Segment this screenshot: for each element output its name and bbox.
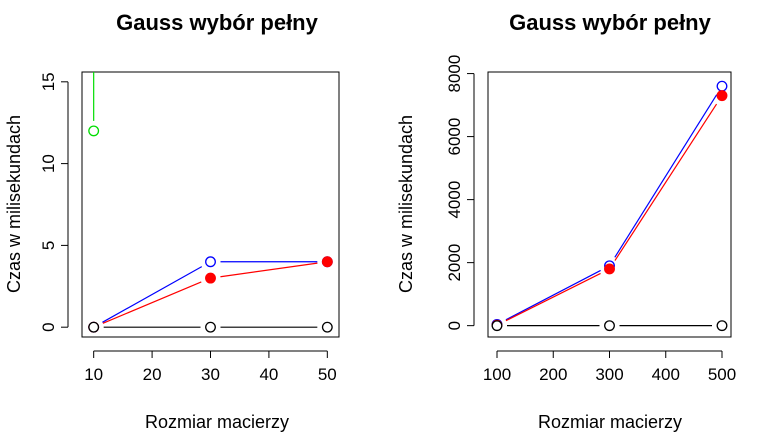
- series-line: [102, 266, 203, 323]
- chart-panel-right: Gauss wybór pełny Rozmiar macierzy Czas …: [396, 10, 736, 432]
- series-line: [614, 103, 718, 261]
- x-tick-label: 20: [143, 365, 162, 384]
- data-point: [205, 321, 216, 333]
- data-point: [716, 320, 728, 332]
- y-tick-label: 0: [39, 322, 58, 331]
- y-tick-label: 8000: [445, 55, 464, 93]
- x-tick-label: 50: [318, 365, 337, 384]
- x-tick-label: 10: [84, 365, 103, 384]
- data-point: [604, 320, 615, 332]
- series-line: [102, 281, 202, 324]
- x-tick-label: 100: [483, 365, 511, 384]
- y-tick-label: 2000: [445, 244, 464, 282]
- x-tick-label: 200: [539, 365, 567, 384]
- data-point: [716, 90, 728, 102]
- chart-marks: 100 200 300 400 500 0 2000 4000 6000 8000: [445, 55, 736, 384]
- y-tick-label: 5: [39, 241, 58, 250]
- data-point: [716, 80, 728, 92]
- y-tick-label: 15: [39, 72, 58, 91]
- series-line: [614, 94, 718, 258]
- y-axis-label: Czas w milisekundach: [396, 115, 416, 293]
- x-axis-label: Rozmiar macierzy: [538, 412, 682, 432]
- chart-title: Gauss wybór pełny: [509, 10, 711, 35]
- data-point: [88, 125, 100, 137]
- x-tick-label: 300: [595, 365, 623, 384]
- y-tick-label: 0: [445, 321, 464, 330]
- chart-marks: 10 20 30 40 50 0 5 10 15: [39, 72, 337, 384]
- x-tick-label: 40: [259, 365, 278, 384]
- y-tick-label: 4000: [445, 181, 464, 219]
- x-tick-label: 500: [708, 365, 736, 384]
- plot-frame: [487, 71, 732, 338]
- x-tick-label: 400: [652, 365, 680, 384]
- y-tick-label: 6000: [445, 118, 464, 156]
- series-line: [220, 262, 318, 278]
- data-point: [205, 272, 216, 284]
- y-tick-label: 10: [39, 154, 58, 173]
- data-point: [491, 320, 503, 332]
- plot-frame: [81, 71, 340, 338]
- data-point: [205, 256, 216, 268]
- data-point: [604, 263, 615, 275]
- data-point: [88, 321, 100, 333]
- chart-title: Gauss wybór pełny: [116, 10, 318, 35]
- x-axis-label: Rozmiar macierzy: [145, 412, 289, 432]
- data-point: [321, 256, 333, 268]
- data-point: [321, 321, 333, 333]
- series-line: [505, 272, 601, 322]
- y-axis-label: Czas w milisekundach: [4, 115, 24, 293]
- chart-panel-left: Gauss wybór pełny Rozmiar macierzy Czas …: [4, 10, 340, 432]
- series-line: [505, 269, 601, 321]
- x-tick-label: 30: [201, 365, 220, 384]
